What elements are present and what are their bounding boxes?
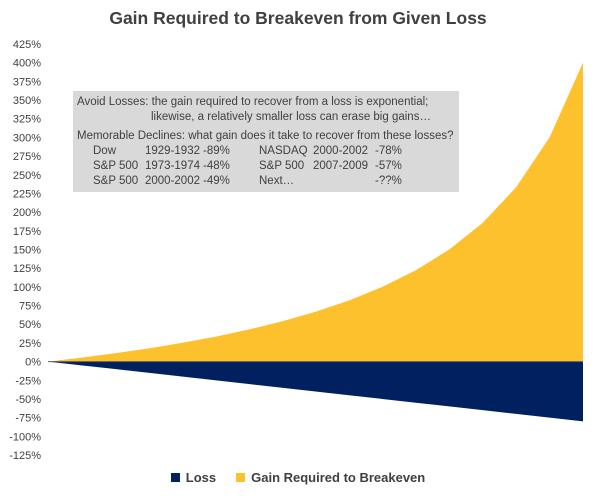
decline-period: 1929-1932: [145, 145, 200, 157]
y-tick-label: -75%: [15, 413, 41, 425]
y-tick-label: 325%: [13, 114, 41, 126]
decline-value: -57%: [375, 160, 402, 172]
y-tick-label: 225%: [13, 188, 41, 200]
y-tick-label: 350%: [13, 95, 41, 107]
decline-index: S&P 500: [93, 175, 139, 187]
decline-row: S&P 500 1973-1974 -48% S&P 500 2007-2009…: [77, 159, 459, 174]
decline-period: 2000-2002: [313, 145, 368, 157]
y-tick-label: 275%: [13, 151, 41, 163]
legend-item-gain: Gain Required to Breakeven: [236, 470, 425, 485]
annotation-line-2: likewise, a relatively smaller loss can …: [151, 111, 431, 123]
decline-row: Dow 1929-1932 -89% NASDAQ 2000-2002 -78%: [77, 144, 459, 159]
y-tick-label: 300%: [13, 132, 41, 144]
decline-value: -78%: [375, 145, 402, 157]
legend-item-loss: Loss: [170, 470, 217, 485]
loss-area: [48, 361, 583, 422]
y-tick-label: 250%: [13, 170, 41, 182]
y-tick-label: 150%: [13, 245, 41, 257]
chart-title: Gain Required to Breakeven from Given Lo…: [109, 8, 487, 28]
legend-swatch-loss: [170, 473, 180, 482]
decline-period: 1973-1974: [145, 160, 200, 172]
decline-index: NASDAQ: [259, 145, 308, 157]
decline-value: -89%: [203, 145, 230, 157]
y-tick-label: -50%: [15, 394, 41, 406]
decline-index: S&P 500: [93, 160, 139, 172]
y-tick-label: 50%: [19, 319, 41, 331]
annotation-line-1: Avoid Losses: the gain required to recov…: [77, 96, 429, 108]
y-tick-label: -25%: [15, 375, 41, 387]
y-tick-label: 425%: [13, 39, 41, 51]
y-tick-label: -125%: [9, 450, 41, 462]
decline-value: -49%: [203, 175, 230, 187]
legend-label-gain: Gain Required to Breakeven: [251, 470, 426, 485]
annotation-subtitle: Memorable Declines: what gain does it ta…: [77, 130, 454, 142]
y-tick-label: 400%: [13, 58, 41, 70]
decline-period: 2000-2002: [145, 175, 200, 187]
y-tick-label: 375%: [13, 76, 41, 88]
decline-row: S&P 500 2000-2002 -49% Next… -??%: [77, 174, 459, 189]
chart-legend: Loss Gain Required to Breakeven: [0, 470, 596, 485]
y-tick-label: 25%: [19, 338, 41, 350]
annotation-box: Avoid Losses: the gain required to recov…: [73, 91, 459, 192]
y-tick-label: 200%: [13, 207, 41, 219]
y-axis-ticks: 425% 400% 375% 350% 325% 300% 275% 250% 225% 200%…: [9, 39, 41, 462]
decline-index: S&P 500: [259, 160, 305, 172]
decline-period: 2007-2009: [313, 160, 368, 172]
legend-label-loss: Loss: [185, 470, 217, 485]
decline-index: Dow: [93, 145, 117, 157]
y-tick-label: 175%: [13, 226, 41, 238]
decline-value: -48%: [203, 160, 230, 172]
decline-value: -??%: [375, 175, 402, 187]
y-tick-label: 0%: [25, 357, 41, 369]
y-tick-label: 100%: [13, 282, 41, 294]
decline-period: [313, 174, 375, 189]
y-tick-label: 75%: [19, 301, 41, 313]
decline-index: Next…: [259, 175, 295, 187]
legend-swatch-gain: [236, 473, 246, 482]
y-tick-label: 125%: [13, 263, 41, 275]
y-tick-label: -100%: [9, 431, 41, 443]
gain-required-area: [48, 62, 583, 362]
